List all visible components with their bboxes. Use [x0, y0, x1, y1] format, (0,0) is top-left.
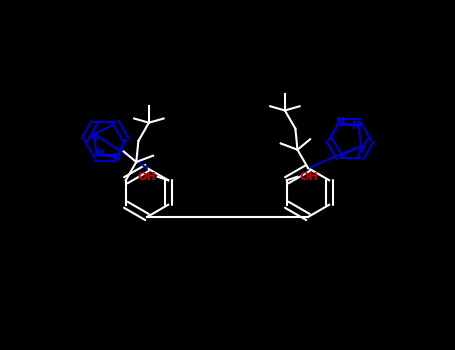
Text: N: N	[358, 145, 364, 154]
Text: OH: OH	[137, 172, 156, 182]
Text: N: N	[112, 153, 120, 163]
Text: N: N	[96, 149, 104, 159]
Text: N: N	[351, 121, 359, 131]
Text: N: N	[335, 117, 343, 127]
Text: OH: OH	[299, 172, 318, 182]
Text: N: N	[91, 133, 97, 142]
